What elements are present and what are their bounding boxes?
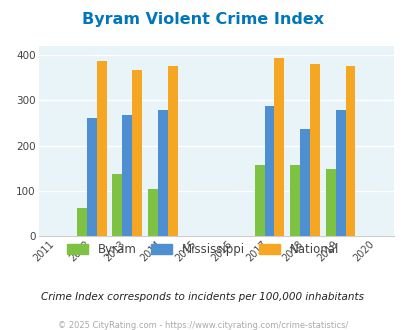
Bar [325, 169, 335, 236]
Bar [309, 64, 319, 236]
Bar [148, 188, 158, 236]
Bar [122, 115, 132, 236]
Bar [335, 110, 345, 236]
Bar [299, 129, 309, 236]
Bar [87, 118, 97, 236]
Bar [289, 165, 299, 236]
Text: © 2025 CityRating.com - https://www.cityrating.com/crime-statistics/: © 2025 CityRating.com - https://www.city… [58, 321, 347, 330]
Bar [112, 174, 122, 236]
Bar [274, 58, 284, 236]
Bar [132, 70, 142, 236]
Legend: Byram, Mississippi, National: Byram, Mississippi, National [64, 240, 341, 260]
Bar [158, 110, 168, 236]
Bar [168, 66, 177, 236]
Bar [97, 61, 107, 236]
Bar [77, 208, 87, 236]
Bar [264, 106, 274, 236]
Text: Crime Index corresponds to incidents per 100,000 inhabitants: Crime Index corresponds to incidents per… [41, 292, 364, 302]
Bar [345, 66, 355, 236]
Bar [254, 165, 264, 236]
Text: Byram Violent Crime Index: Byram Violent Crime Index [82, 12, 323, 26]
